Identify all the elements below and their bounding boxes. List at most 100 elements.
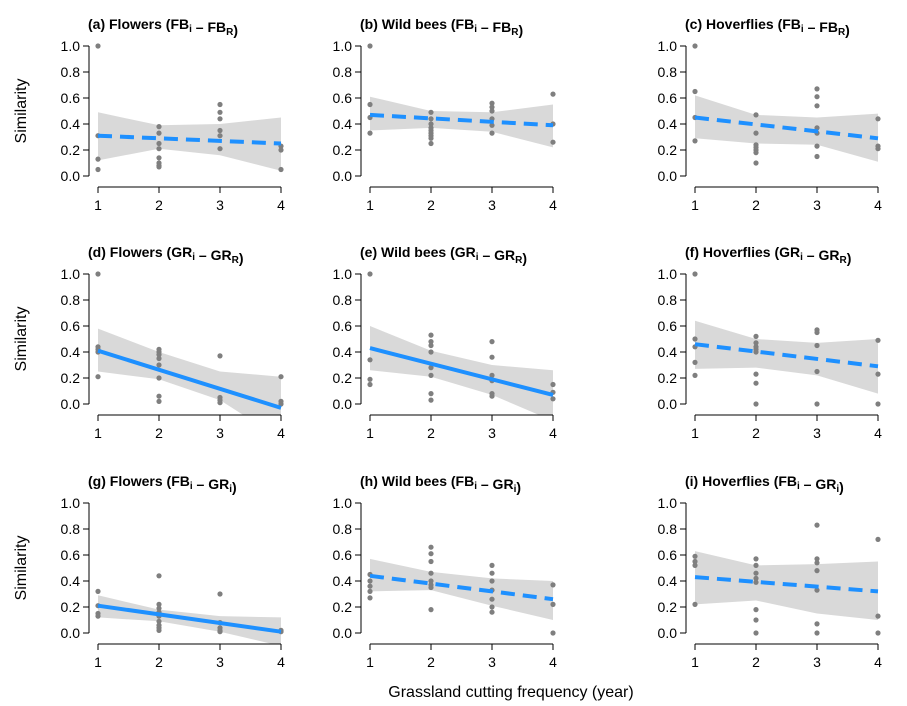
y-tick-label: 0.6 <box>61 547 81 563</box>
data-point <box>753 371 759 377</box>
data-point <box>489 104 495 110</box>
data-point <box>753 630 759 636</box>
data-point <box>428 109 434 115</box>
data-point <box>550 91 556 97</box>
y-tick-label: 0.4 <box>658 573 678 589</box>
data-point <box>753 570 759 576</box>
y-tick-label: 1.0 <box>333 38 353 54</box>
y-tick-label: 0.8 <box>333 64 353 80</box>
y-tick-label: 0.4 <box>61 344 81 360</box>
data-point <box>692 88 698 95</box>
data-point <box>217 353 223 359</box>
panel-i: 0.0 0.2 0.4 0.6 0.8 1.0 1 2 3 4 (i) Hoverflies (FB… <box>658 473 883 670</box>
data-point <box>692 553 698 559</box>
data-point <box>367 130 373 136</box>
data-point <box>156 155 162 161</box>
data-point <box>489 604 495 610</box>
y-tick-label: 0.0 <box>333 396 353 412</box>
y-tick-label: 0.8 <box>61 64 81 80</box>
y-tick-label: 0.6 <box>658 90 678 106</box>
panel-c: 0.0 0.2 0.4 0.6 0.8 1.0 1 2 3 4 (c) Hoverflies (FB… <box>658 16 883 213</box>
data-point <box>489 100 495 106</box>
panel-title: (d) Flowers (GRi – GRR) <box>88 244 244 266</box>
data-point <box>753 150 759 156</box>
fit-line <box>694 575 879 594</box>
data-point <box>428 607 434 613</box>
panel-title: (f) Hoverflies (GRi – GRR) <box>685 244 851 266</box>
data-point <box>550 630 556 636</box>
y-tick-label: 1.0 <box>333 495 353 511</box>
data-point <box>814 153 820 160</box>
data-point <box>156 573 162 579</box>
y-tick-label: 0.2 <box>61 599 81 615</box>
data-point <box>814 560 820 566</box>
data-point <box>428 135 434 141</box>
confidence-band <box>98 328 281 415</box>
data-point <box>814 568 820 574</box>
data-point <box>217 133 223 139</box>
data-point <box>692 138 698 144</box>
data-point <box>156 146 162 152</box>
data-point <box>692 562 698 569</box>
data-point <box>814 630 820 636</box>
data-point <box>156 398 162 404</box>
y-tick-label: 0.0 <box>61 396 81 412</box>
x-tick-label: 2 <box>427 654 435 670</box>
panel-f: 0.0 0.2 0.4 0.6 0.8 1.0 1 2 3 4 (f) Hoverflies (GR… <box>658 244 883 441</box>
x-tick-label: 4 <box>549 425 557 441</box>
y-tick-label: 0.8 <box>333 521 353 537</box>
data-point <box>489 130 495 136</box>
data-point <box>428 551 434 557</box>
x-tick-label: 1 <box>94 425 102 441</box>
data-point <box>692 271 698 277</box>
x-tick-label: 3 <box>488 197 496 213</box>
data-point <box>428 365 434 371</box>
data-point <box>814 522 820 528</box>
data-point <box>428 121 434 127</box>
data-point <box>489 393 495 399</box>
data-point <box>753 340 759 346</box>
data-point <box>367 43 373 49</box>
y-tick-label: 0.2 <box>61 142 81 158</box>
y-tick-label: 0.2 <box>333 370 353 386</box>
x-tick-label: 4 <box>277 654 285 670</box>
x-tick-label: 4 <box>277 197 285 213</box>
x-tick-label: 4 <box>549 654 557 670</box>
x-tick-label: 3 <box>216 654 224 670</box>
data-point <box>367 357 373 363</box>
panel-title: (c) Hoverflies (FBi – FBR) <box>685 16 850 38</box>
y-tick-label: 0.6 <box>658 318 678 334</box>
data-point <box>875 371 881 377</box>
data-point <box>875 337 881 343</box>
data-point <box>753 160 759 166</box>
x-tick-label: 1 <box>691 654 699 670</box>
data-point <box>489 562 495 569</box>
y-tick-label: 0.4 <box>658 344 678 360</box>
data-point <box>753 349 759 355</box>
data-point <box>814 329 820 336</box>
x-tick-label: 2 <box>752 425 760 441</box>
x-tick-label: 1 <box>691 425 699 441</box>
y-tick-label: 0.8 <box>61 292 81 308</box>
x-tick-label: 2 <box>752 197 760 213</box>
data-point <box>217 101 223 108</box>
y-tick-label: 0.0 <box>333 168 353 184</box>
data-point <box>692 359 698 365</box>
y-tick-label: 0.8 <box>333 292 353 308</box>
data-point <box>489 578 495 584</box>
data-point <box>95 271 101 277</box>
x-tick-label: 1 <box>691 197 699 213</box>
panel-e: 0.0 0.2 0.4 0.6 0.8 1.0 1 2 3 4 (e) Wild bees (GRi… <box>333 244 558 441</box>
x-tick-label: 4 <box>277 425 285 441</box>
y-tick-label: 1.0 <box>658 38 678 54</box>
y-tick-label: 0.4 <box>61 116 81 132</box>
y-axis-title: Similarity <box>13 307 30 372</box>
data-point <box>367 588 373 595</box>
x-tick-label: 3 <box>488 654 496 670</box>
data-point <box>753 556 759 562</box>
panel-title: (e) Wild bees (GRi – GRR) <box>360 244 527 266</box>
y-tick-label: 0.6 <box>333 318 353 334</box>
y-tick-label: 1.0 <box>658 495 678 511</box>
data-point <box>95 156 101 162</box>
y-tick-label: 0.0 <box>61 168 81 184</box>
